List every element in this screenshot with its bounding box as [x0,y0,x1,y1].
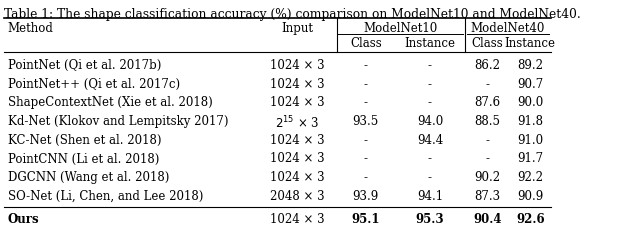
Text: -: - [485,134,489,147]
Text: -: - [428,78,432,91]
Text: -: - [364,96,368,109]
Text: 1024 × 3: 1024 × 3 [270,96,325,109]
Text: 94.0: 94.0 [417,115,443,128]
Text: 1024 × 3: 1024 × 3 [270,213,325,226]
Text: 89.2: 89.2 [517,59,543,72]
Text: 88.5: 88.5 [474,115,500,128]
Text: 1024 × 3: 1024 × 3 [270,134,325,147]
Text: 86.2: 86.2 [474,59,500,72]
Text: Class: Class [472,37,503,50]
Text: 91.7: 91.7 [517,153,543,166]
Text: 1024 × 3: 1024 × 3 [270,78,325,91]
Text: ModelNet40: ModelNet40 [471,22,545,35]
Text: Class: Class [350,37,381,50]
Text: -: - [428,171,432,184]
Text: SO-Net (Li, Chen, and Lee 2018): SO-Net (Li, Chen, and Lee 2018) [8,190,203,203]
Text: Kd-Net (Klokov and Lempitsky 2017): Kd-Net (Klokov and Lempitsky 2017) [8,115,228,128]
Text: 91.8: 91.8 [517,115,543,128]
Text: -: - [428,153,432,166]
Text: 92.2: 92.2 [517,171,543,184]
Text: KC-Net (Shen et al. 2018): KC-Net (Shen et al. 2018) [8,134,161,147]
Text: -: - [364,153,368,166]
Text: Method: Method [8,22,54,35]
Text: 90.9: 90.9 [517,190,543,203]
Text: 90.4: 90.4 [473,213,502,226]
Text: 91.0: 91.0 [517,134,543,147]
Text: 1024 × 3: 1024 × 3 [270,153,325,166]
Text: Instance: Instance [505,37,556,50]
Text: -: - [364,78,368,91]
Text: 1024 × 3: 1024 × 3 [270,171,325,184]
Text: 94.1: 94.1 [417,190,443,203]
Text: -: - [485,78,489,91]
Text: PointNet (Qi et al. 2017b): PointNet (Qi et al. 2017b) [8,59,161,72]
Text: Input: Input [282,22,314,35]
Text: 90.0: 90.0 [517,96,543,109]
Text: 93.5: 93.5 [353,115,379,128]
Text: 90.2: 90.2 [474,171,500,184]
Text: 90.7: 90.7 [517,78,543,91]
Text: $2^{15}$ × 3: $2^{15}$ × 3 [275,115,320,132]
Text: 95.3: 95.3 [415,213,444,226]
Text: PointNet++ (Qi et al. 2017c): PointNet++ (Qi et al. 2017c) [8,78,180,91]
Text: Ours: Ours [8,213,40,226]
Text: 2048 × 3: 2048 × 3 [270,190,325,203]
Text: Table 1: The shape classification accuracy (%) comparison on ModelNet10 and Mode: Table 1: The shape classification accura… [4,8,581,21]
Text: -: - [428,96,432,109]
Text: 93.9: 93.9 [353,190,379,203]
Text: 1024 × 3: 1024 × 3 [270,59,325,72]
Text: -: - [364,171,368,184]
Text: -: - [364,59,368,72]
Text: PointCNN (Li et al. 2018): PointCNN (Li et al. 2018) [8,153,159,166]
Text: 87.3: 87.3 [474,190,500,203]
Text: 92.6: 92.6 [516,213,545,226]
Text: 95.1: 95.1 [351,213,380,226]
Text: -: - [364,134,368,147]
Text: -: - [428,59,432,72]
Text: ShapeContextNet (Xie et al. 2018): ShapeContextNet (Xie et al. 2018) [8,96,212,109]
Text: -: - [485,153,489,166]
Text: Instance: Instance [404,37,456,50]
Text: ModelNet10: ModelNet10 [364,22,438,35]
Text: 87.6: 87.6 [474,96,500,109]
Text: 94.4: 94.4 [417,134,443,147]
Text: DGCNN (Wang et al. 2018): DGCNN (Wang et al. 2018) [8,171,169,184]
